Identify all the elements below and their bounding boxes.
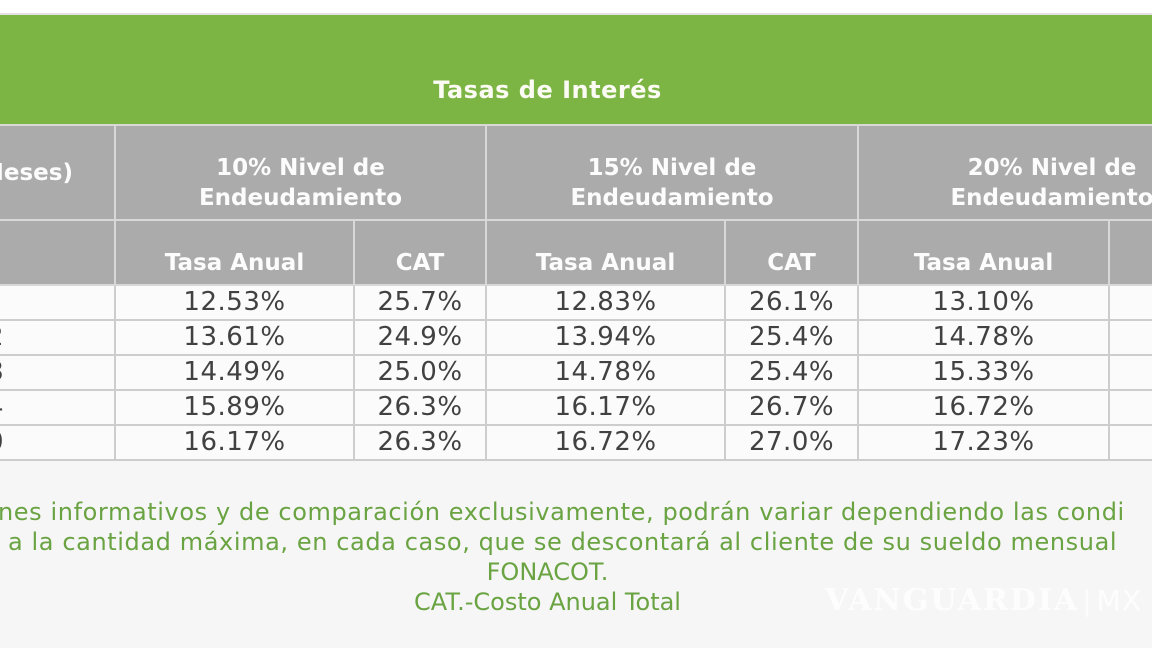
watermark-divider: |: [1082, 584, 1094, 617]
rate-cell: 13.94%: [485, 319, 727, 356]
table-row: 18 14.49% 25.0% 14.78% 25.4% 15.33% 2: [0, 354, 1152, 391]
rates-table: Plazo (Meses) 10% Nivel de Endeudamiento…: [0, 124, 1152, 461]
group-10-line1: 10% Nivel de: [216, 155, 385, 181]
col-header-tasa-10: Tasa Anual: [114, 219, 355, 286]
group-15-line2: Endeudamiento: [570, 185, 774, 211]
disclaimer-line-3: FONACOT.: [486, 558, 609, 586]
rate-cell: 24.9%: [352, 319, 488, 356]
rate-cell: 16.17%: [114, 424, 355, 461]
rate-cell: 26.1%: [724, 284, 860, 321]
rate-cell: 25.0%: [352, 354, 488, 391]
group-header-10: 10% Nivel de Endeudamiento: [113, 124, 488, 221]
plazo-cell: 30: [0, 424, 116, 461]
rate-cell: 13.61%: [114, 319, 355, 356]
plazo-cell: 6: [0, 284, 116, 321]
plazo-cell: 12: [0, 319, 116, 356]
rate-cell: 12.53%: [114, 284, 355, 321]
col-header-cat-15: CAT: [724, 219, 860, 286]
rate-cell: 26.3%: [352, 424, 488, 461]
rate-cell: 26.3%: [352, 389, 488, 426]
rate-cell-cut: 2: [1108, 424, 1152, 461]
top-white-strip: [0, 0, 1152, 15]
rate-cell-cut: 2: [1108, 354, 1152, 391]
rate-cell: 15.89%: [114, 389, 355, 426]
watermark-suffix: MX: [1096, 584, 1142, 617]
rate-cell: 14.78%: [485, 354, 727, 391]
group-20-line1: 20% Nivel de: [967, 155, 1137, 181]
col-header-tasa-15: Tasa Anual: [485, 219, 727, 286]
plazo-header: Plazo (Meses): [0, 124, 116, 221]
group-header-20: 20% Nivel de Endeudamiento: [857, 124, 1152, 221]
table-row: 24 15.89% 26.3% 16.17% 26.7% 16.72% 2: [0, 389, 1152, 426]
table-row: 30 16.17% 26.3% 16.72% 27.0% 17.23% 2: [0, 424, 1152, 461]
group-10-line2: Endeudamiento: [198, 185, 403, 211]
group-15-line1: 15% Nivel de: [587, 155, 757, 181]
sub-header-row: Tasa Anual CAT Tasa Anual CAT Tasa Anual…: [0, 219, 1152, 286]
disclaimer-line-1: nes informativos y de comparación exclus…: [0, 498, 1125, 526]
rate-cell: 25.4%: [724, 354, 860, 391]
rate-cell: 16.17%: [485, 389, 727, 426]
rate-cell-cut: 2: [1108, 284, 1152, 321]
plazo-subheader-empty: [0, 219, 116, 286]
table-title: Tasas de Interés: [433, 76, 662, 104]
rate-cell: 15.33%: [857, 354, 1111, 391]
col-header-cat-10: CAT: [352, 219, 488, 286]
rate-cell: 25.7%: [352, 284, 488, 321]
disclaimer-footer: nes informativos y de comparación exclus…: [0, 497, 1152, 617]
rate-cell: 14.78%: [857, 319, 1111, 356]
plazo-cell: 18: [0, 354, 116, 391]
table-row: 6 12.53% 25.7% 12.83% 26.1% 13.10% 2: [0, 284, 1152, 321]
rate-cell-cut: 2: [1108, 319, 1152, 356]
watermark-brand: VANGUARDIA: [825, 583, 1080, 618]
rate-cell: 26.7%: [724, 389, 860, 426]
rate-cell: 16.72%: [857, 389, 1111, 426]
col-header-cat-20: CAT: [1108, 219, 1152, 286]
disclaimer-line-4: CAT.-Costo Anual Total: [414, 588, 681, 616]
table-title-banner: Tasas de Interés: [0, 15, 1152, 124]
rate-cell: 25.4%: [724, 319, 860, 356]
group-header-row: Plazo (Meses) 10% Nivel de Endeudamiento…: [0, 124, 1152, 221]
group-header-15: 15% Nivel de Endeudamiento: [485, 124, 860, 221]
plazo-cell: 24: [0, 389, 116, 426]
rates-sheet: Tasas de Interés Plazo (Meses) 10% Nivel…: [0, 15, 1152, 617]
group-20-line2: Endeudamiento: [950, 185, 1152, 211]
rate-cell: 12.83%: [485, 284, 727, 321]
rate-cell-cut: 2: [1108, 389, 1152, 426]
rate-cell: 17.23%: [857, 424, 1111, 461]
rate-cell: 27.0%: [724, 424, 860, 461]
col-header-tasa-20: Tasa Anual: [857, 219, 1111, 286]
rate-cell: 13.10%: [857, 284, 1111, 321]
vanguardia-watermark: VANGUARDIA | MX: [825, 583, 1142, 618]
rate-cell: 14.49%: [114, 354, 355, 391]
disclaimer-line-2: a la cantidad máxima, en cada caso, que …: [8, 528, 1118, 556]
table-row: 12 13.61% 24.9% 13.94% 25.4% 14.78% 2: [0, 319, 1152, 356]
rate-cell: 16.72%: [485, 424, 727, 461]
